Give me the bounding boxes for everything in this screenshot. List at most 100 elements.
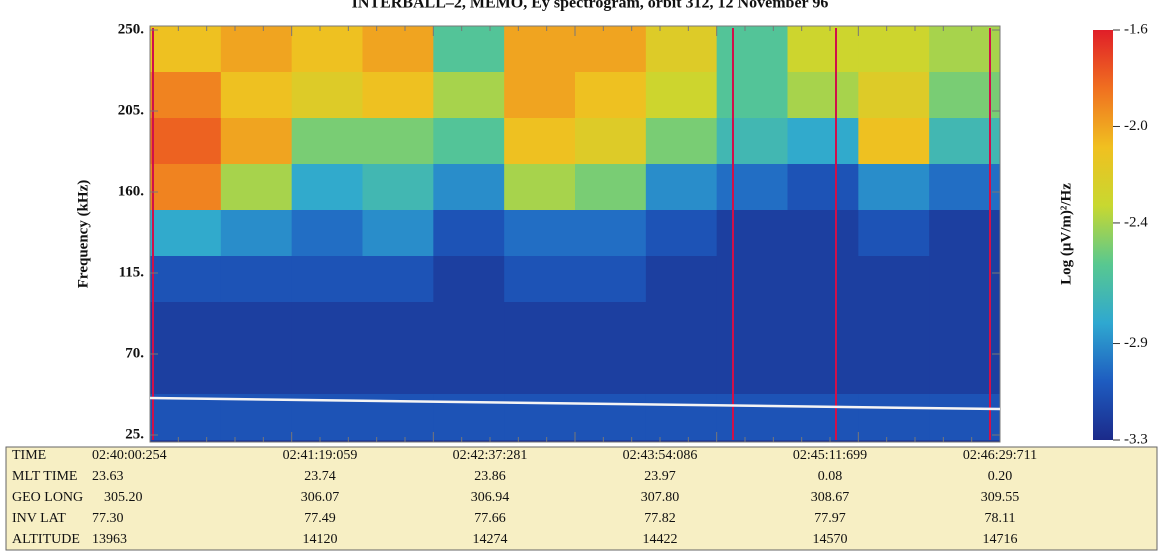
table-cell: 14120: [303, 532, 338, 547]
spectrogram-cell: [220, 302, 293, 349]
table-cell: 308.67: [811, 490, 850, 505]
spectrogram-cell: [433, 210, 505, 257]
spectrogram-cell: [787, 302, 859, 349]
spectrogram-cell: [433, 256, 505, 303]
spectrogram-cell: [716, 118, 788, 165]
spectrogram-cell: [787, 164, 859, 211]
spectrogram-cell: [291, 26, 363, 73]
table-cell: 23.63: [92, 469, 124, 484]
table-cell: 77.97: [814, 511, 846, 526]
row-label: INV LAT: [12, 511, 66, 526]
table-cell: 02:41:19:059: [283, 448, 358, 463]
spectrogram-cell: [716, 348, 788, 395]
table-cell: 23.74: [304, 469, 336, 484]
spectrogram-cell: [504, 210, 576, 257]
chart-title: INTERBALL–2, MEMO, Ey spectrogram, orbit…: [352, 0, 829, 12]
spectrogram-cell: [858, 210, 930, 257]
spectrogram-cell: [150, 118, 222, 165]
spectrogram-cell: [150, 394, 222, 441]
spectrogram-cell: [787, 256, 859, 303]
spectrogram-cell: [787, 26, 859, 73]
table-cell: 02:46:29:711: [963, 448, 1037, 463]
table-cell: 309.55: [981, 490, 1020, 505]
spectrogram-cell: [645, 72, 718, 119]
spectrogram-cell: [645, 164, 718, 211]
colorbar-label: Log (μV/m)²/Hz: [1058, 183, 1074, 285]
spectrogram-cell: [150, 256, 222, 303]
spectrogram-cell: [787, 394, 859, 441]
row-label: ALTITUDE: [12, 532, 80, 547]
spectrogram-cell: [645, 26, 718, 73]
spectrogram-cell: [433, 164, 505, 211]
spectrogram-cell: [858, 348, 930, 395]
spectrogram-cell: [362, 256, 434, 303]
spectrogram-cell: [150, 302, 222, 349]
y-tick-label: 205.: [118, 102, 145, 118]
spectrogram-cell: [362, 26, 434, 73]
spectrogram-cell: [575, 394, 647, 441]
spectrogram-cell: [645, 394, 718, 441]
table-cell: 23.97: [644, 469, 676, 484]
table-cell: 306.94: [471, 490, 510, 505]
spectrogram-cell: [575, 348, 647, 395]
y-tick-label: 115.: [119, 264, 145, 280]
spectrogram-cell: [220, 164, 293, 211]
spectrogram-cell: [504, 256, 576, 303]
colorbar-tick-label: -1.6: [1124, 21, 1148, 37]
spectrogram-cell: [929, 164, 1001, 211]
spectrogram-cell: [575, 72, 647, 119]
spectrogram-cell: [150, 348, 222, 395]
table-cell: 307.80: [641, 490, 680, 505]
spectrogram-cell: [858, 118, 930, 165]
spectrogram-cell: [220, 256, 293, 303]
table-cell: 306.07: [301, 490, 340, 505]
spectrogram-cell: [433, 26, 505, 73]
event-lines: [152, 28, 991, 440]
spectrogram-cell: [362, 118, 434, 165]
table-cell: 305.20: [104, 490, 143, 505]
y-tick-label: 70.: [125, 345, 144, 361]
spectrogram-cell: [504, 302, 576, 349]
spectrogram-cell: [362, 72, 434, 119]
spectrogram-cell: [929, 256, 1001, 303]
spectrogram-cell: [575, 210, 647, 257]
table-cell: 77.66: [474, 511, 506, 526]
spectrogram-cell: [150, 26, 222, 73]
spectrogram-cell: [291, 164, 363, 211]
spectrogram-cell: [291, 72, 363, 119]
spectrogram-cell: [150, 164, 222, 211]
spectrogram-cell: [716, 164, 788, 211]
spectrogram-cell: [291, 210, 363, 257]
colorbar: [1093, 30, 1113, 440]
spectrogram-cell: [787, 348, 859, 395]
spectrogram-cell: [291, 348, 363, 395]
spectrogram-cell: [716, 26, 788, 73]
spectrogram-cell: [150, 210, 222, 257]
table-cell: 02:45:11:699: [793, 448, 867, 463]
spectrogram-cell: [716, 302, 788, 349]
spectrogram-cell: [504, 72, 576, 119]
ephemeris-box: [5, 446, 1158, 551]
spectrogram-cell: [716, 394, 788, 441]
spectrogram-cell: [220, 26, 293, 73]
table-cell: 14274: [473, 532, 508, 547]
spectrogram-cell: [716, 210, 788, 257]
spectrogram-cell: [220, 210, 293, 257]
table-cell: 02:43:54:086: [623, 448, 698, 463]
spectrogram-cell: [220, 394, 293, 441]
spectrogram-cell: [362, 302, 434, 349]
spectrogram-cell: [929, 348, 1001, 395]
spectrogram-cell: [575, 164, 647, 211]
spectrogram-cell: [716, 256, 788, 303]
spectrogram-cell: [362, 348, 434, 395]
spectrogram-cell: [291, 256, 363, 303]
spectrogram-cell: [220, 348, 293, 395]
spectrogram-cell: [787, 72, 859, 119]
spectrogram-cell: [433, 348, 505, 395]
table-cell: 14422: [643, 532, 678, 547]
spectrogram-cell: [645, 348, 718, 395]
spectrogram-cell: [433, 118, 505, 165]
spectrogram-cell: [858, 256, 930, 303]
colorbar-tick-label: -2.9: [1124, 335, 1148, 351]
